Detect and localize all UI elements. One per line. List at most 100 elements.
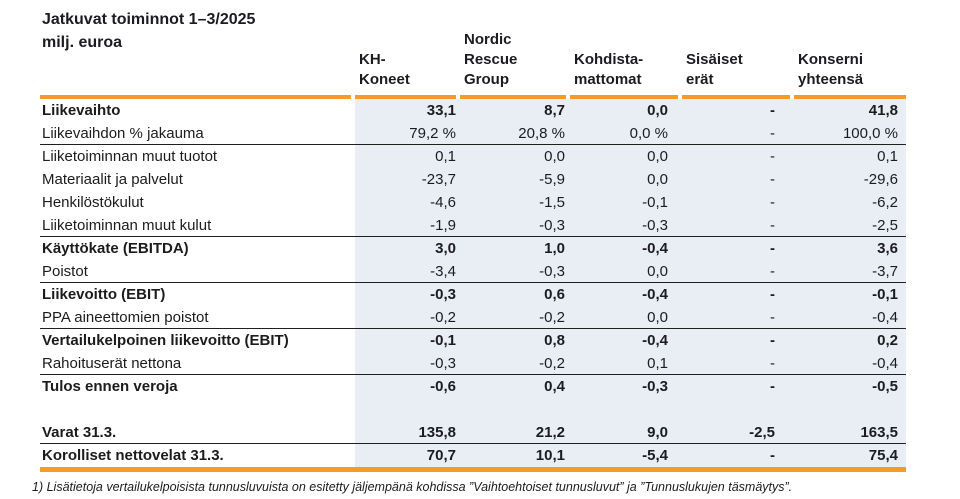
row-label: Liiketoiminnan muut kulut xyxy=(40,214,355,236)
table-row: Korolliset nettovelat 31.3. 70,7 10,1 -5,4-… xyxy=(40,444,906,467)
cell-konserni-yhteensa: -0,4 xyxy=(794,352,906,374)
cell-kh-koneet: 33,1 xyxy=(355,99,460,122)
cell-sisaiset-erat: - xyxy=(682,375,794,398)
cell-kohdistamattomat: -0,4 xyxy=(570,283,682,306)
segment-report-table: Jatkuvat toiminnot 1–3/2025 milj. euroa … xyxy=(40,0,906,472)
table-row: Vertailukelpoinen liikevoitto (EBIT) -0,1… xyxy=(40,329,906,352)
cell-sisaiset-erat: - xyxy=(682,260,794,282)
page-title: Jatkuvat toiminnot 1–3/2025 xyxy=(42,11,256,28)
table-body: Liikevaihto 33,1 8,7 0,0-41,8 Liikevaihdon %… xyxy=(40,99,906,467)
cell-konserni-yhteensa: 41,8 xyxy=(794,99,906,122)
row-label: PPA aineettomien poistot xyxy=(40,306,355,328)
cell-kohdistamattomat: -0,1 xyxy=(570,191,682,214)
header-divider-segment xyxy=(355,95,456,99)
cell-nordic-rescue-group: -0,3 xyxy=(460,214,570,236)
table-row: Liikevaihto 33,1 8,7 0,0-41,8 xyxy=(40,99,906,122)
row-label: Poistot xyxy=(40,260,355,282)
cell-sisaiset-erat: - xyxy=(682,329,794,352)
cell-kh-koneet: -4,6 xyxy=(355,191,460,214)
column-header-kohdistamattomat: Kohdista- mattomat xyxy=(574,51,644,88)
cell-nordic-rescue-group xyxy=(460,398,570,421)
cell-sisaiset-erat: - xyxy=(682,145,794,168)
cell-kohdistamattomat: 0,0 % xyxy=(570,122,682,144)
cell-sisaiset-erat: - xyxy=(682,99,794,122)
cell-sisaiset-erat: - xyxy=(682,168,794,191)
cell-nordic-rescue-group: 8,7 xyxy=(460,99,570,122)
cell-kh-koneet: -3,4 xyxy=(355,260,460,282)
cell-kohdistamattomat: 0,0 xyxy=(570,260,682,282)
row-label: Varat 31.3. xyxy=(40,421,355,443)
cell-kh-koneet: -0,2 xyxy=(355,306,460,328)
cell-kh-koneet: 79,2 % xyxy=(355,122,460,144)
cell-kh-koneet: 135,8 xyxy=(355,421,460,443)
cell-nordic-rescue-group: 20,8 % xyxy=(460,122,570,144)
cell-kh-koneet: -0,1 xyxy=(355,329,460,352)
cell-konserni-yhteensa: -29,6 xyxy=(794,168,906,191)
table-row: Käyttökate (EBITDA) 3,0 1,0 -0,4-3,6 xyxy=(40,237,906,260)
table-row: Poistot -3,4 -0,3 0,0- -3,7 xyxy=(40,260,906,283)
cell-kh-koneet: -23,7 xyxy=(355,168,460,191)
cell-kh-koneet xyxy=(355,398,460,421)
cell-konserni-yhteensa: 100,0 % xyxy=(794,122,906,144)
cell-nordic-rescue-group: -0,3 xyxy=(460,260,570,282)
row-label: Käyttökate (EBITDA) xyxy=(40,237,355,260)
cell-kh-koneet: 70,7 xyxy=(355,444,460,467)
row-label xyxy=(40,398,355,421)
table-header: Jatkuvat toiminnot 1–3/2025 milj. euroa … xyxy=(40,0,906,95)
cell-kohdistamattomat xyxy=(570,398,682,421)
cell-nordic-rescue-group: 0,8 xyxy=(460,329,570,352)
cell-kohdistamattomat: 0,0 xyxy=(570,168,682,191)
column-header-sisaiset-erat: Sisäiset erät xyxy=(686,51,743,88)
table-row: Liiketoiminnan muut tuotot 0,1 0,0 0,0-0,1 xyxy=(40,145,906,168)
header-divider-segment xyxy=(570,95,678,99)
cell-nordic-rescue-group: 0,0 xyxy=(460,145,570,168)
cell-nordic-rescue-group: 0,4 xyxy=(460,375,570,398)
row-label: Liiketoiminnan muut tuotot xyxy=(40,145,355,168)
cell-sisaiset-erat: - xyxy=(682,237,794,260)
table-row: Liikevaihdon % jakauma 79,2 % 20,8 % 0,0 % -… xyxy=(40,122,906,145)
table-row: Rahoituserät nettona -0,3 -0,2 0,1- -0,4 xyxy=(40,352,906,375)
cell-kh-koneet: 3,0 xyxy=(355,237,460,260)
row-label: Liikevoitto (EBIT) xyxy=(40,283,355,306)
cell-kohdistamattomat: 0,1 xyxy=(570,352,682,374)
cell-kh-koneet: -0,6 xyxy=(355,375,460,398)
cell-kohdistamattomat: -0,4 xyxy=(570,329,682,352)
column-header-nordic-rescue-group: Nordic Rescue Group xyxy=(464,31,518,88)
cell-nordic-rescue-group: 0,6 xyxy=(460,283,570,306)
cell-kohdistamattomat: 0,0 xyxy=(570,306,682,328)
cell-sisaiset-erat: - xyxy=(682,444,794,467)
cell-konserni-yhteensa: 3,6 xyxy=(794,237,906,260)
row-label: Materiaalit ja palvelut xyxy=(40,168,355,191)
row-label: Vertailukelpoinen liikevoitto (EBIT) xyxy=(40,329,355,352)
cell-konserni-yhteensa: -0,5 xyxy=(794,375,906,398)
cell-sisaiset-erat xyxy=(682,398,794,421)
row-label: Tulos ennen veroja xyxy=(40,375,355,398)
cell-konserni-yhteensa: -0,4 xyxy=(794,306,906,328)
row-label: Liikevaihto xyxy=(40,99,355,122)
cell-nordic-rescue-group: -5,9 xyxy=(460,168,570,191)
header-divider-segment xyxy=(40,95,351,99)
row-label: Korolliset nettovelat 31.3. xyxy=(40,444,355,467)
cell-sisaiset-erat: - xyxy=(682,191,794,214)
page-subtitle: milj. euroa xyxy=(42,34,123,51)
column-header-konserni-yhteensa: Konserni yhteensä xyxy=(798,51,864,88)
cell-sisaiset-erat: - xyxy=(682,283,794,306)
cell-kohdistamattomat: -0,3 xyxy=(570,375,682,398)
table-bottom-rule xyxy=(40,467,906,472)
cell-kohdistamattomat: 0,0 xyxy=(570,99,682,122)
header-divider-rule xyxy=(40,95,906,99)
cell-konserni-yhteensa xyxy=(794,398,906,421)
cell-sisaiset-erat: - xyxy=(682,352,794,374)
cell-konserni-yhteensa: 75,4 xyxy=(794,444,906,467)
cell-konserni-yhteensa: 0,2 xyxy=(794,329,906,352)
table-title-block: Jatkuvat toiminnot 1–3/2025 milj. euroa xyxy=(40,0,355,54)
cell-konserni-yhteensa: 163,5 xyxy=(794,421,906,443)
cell-nordic-rescue-group: -0,2 xyxy=(460,306,570,328)
table-row: Materiaalit ja palvelut -23,7 -5,9 0,0- -29,… xyxy=(40,168,906,191)
cell-nordic-rescue-group: 1,0 xyxy=(460,237,570,260)
table-row: Varat 31.3. 135,8 21,2 9,0 -2,5 163,5 xyxy=(40,421,906,444)
cell-kh-koneet: -0,3 xyxy=(355,283,460,306)
cell-nordic-rescue-group: 10,1 xyxy=(460,444,570,467)
cell-sisaiset-erat: - xyxy=(682,306,794,328)
